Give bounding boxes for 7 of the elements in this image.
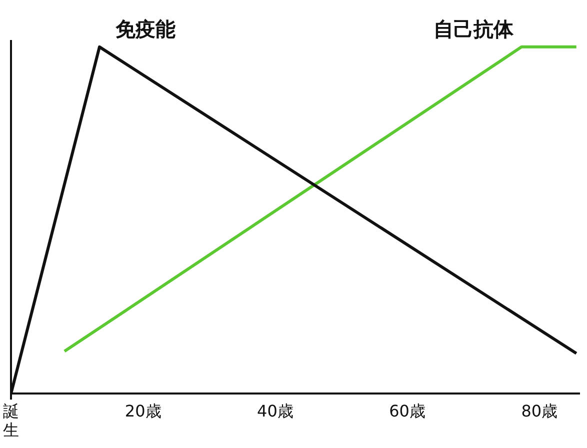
x-tick-label: 20歳 <box>124 401 162 420</box>
series-label: 免疫能 <box>114 17 176 42</box>
x-tick-label: 誕生 <box>3 401 19 440</box>
x-tick-label: 80歳 <box>521 401 558 420</box>
x-tick-label: 40歳 <box>257 401 294 420</box>
series-label: 自己抗体 <box>434 17 515 42</box>
x-tick-label: 60歳 <box>389 401 426 420</box>
